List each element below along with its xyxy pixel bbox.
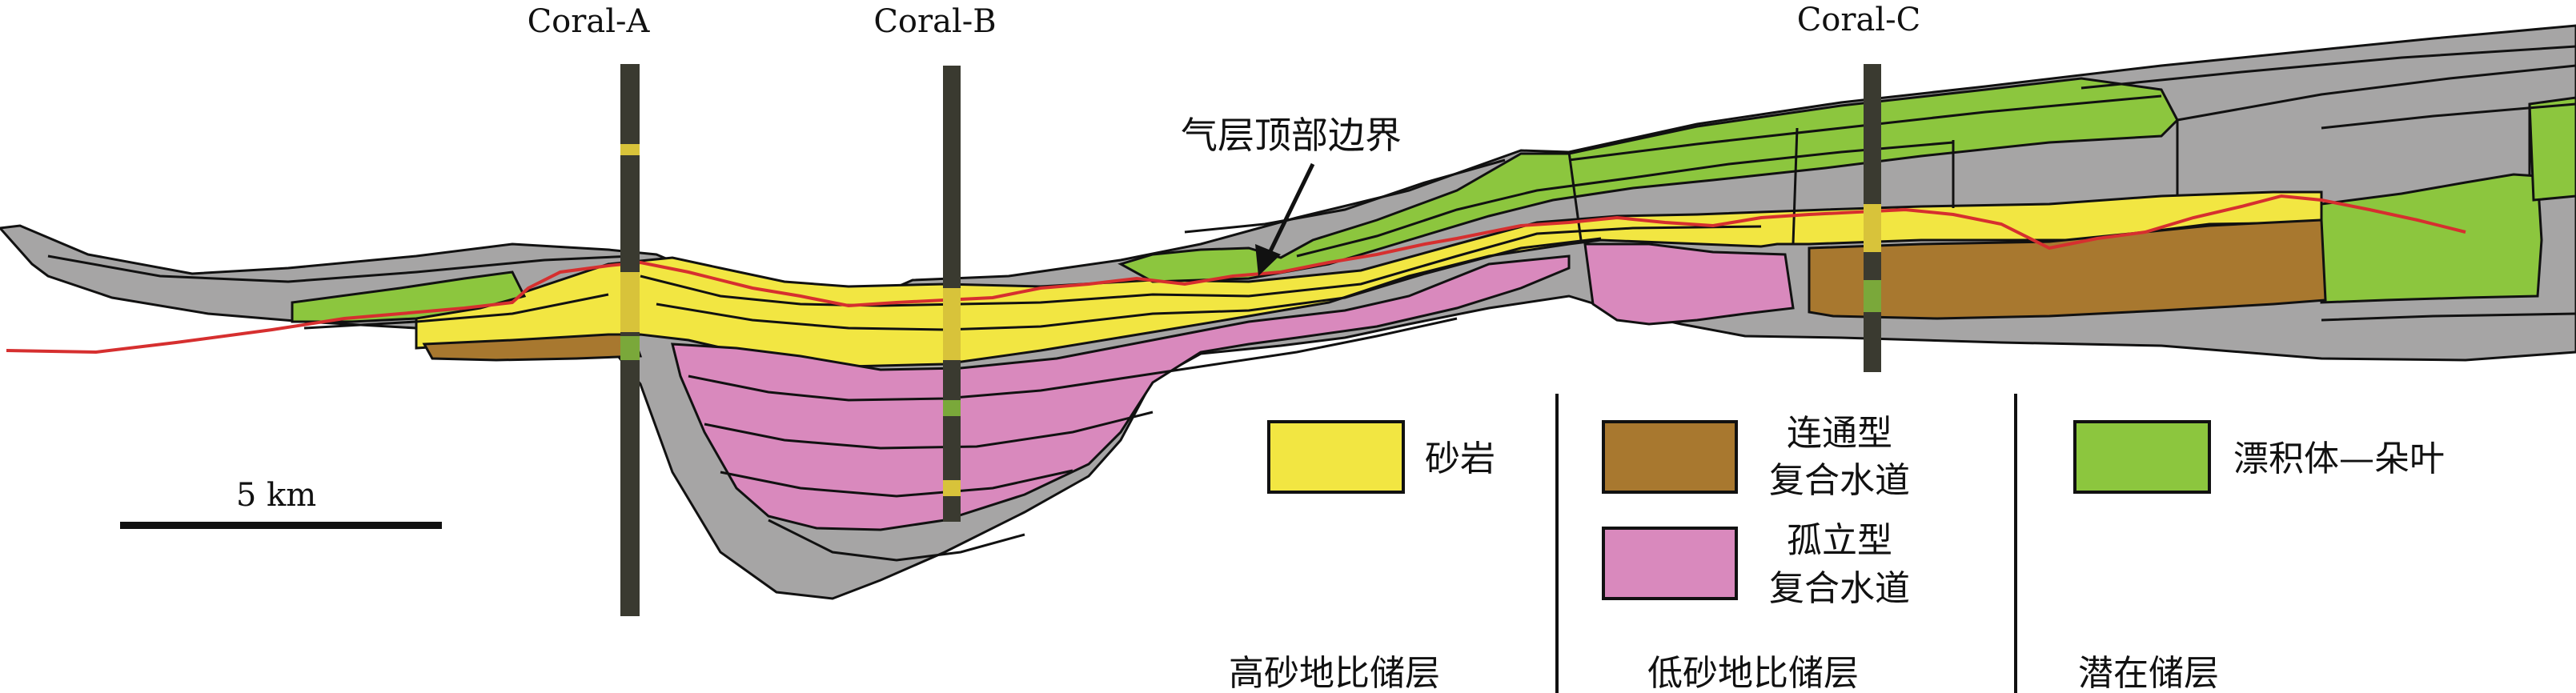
scale-bar: 5 km	[120, 477, 442, 529]
connected-channel-right	[1808, 218, 2327, 320]
well-label: Coral-C	[1797, 2, 1921, 38]
legend-item-sandstone: 砂岩	[1267, 420, 1495, 494]
well-label: Coral-B	[873, 3, 996, 40]
drift-lobe-right-top	[2528, 96, 2576, 202]
geologic-section	[0, 24, 2576, 600]
well-coral-c: Coral-C	[1797, 2, 1921, 372]
scale-bar-label: 5 km	[236, 477, 316, 514]
legend-swatch	[1602, 420, 1738, 494]
well-log-sand-marker	[620, 272, 640, 332]
legend-swatch	[1602, 527, 1738, 600]
legend-label: 砂岩	[1425, 439, 1495, 479]
legend-label-line1: 孤立型	[1787, 520, 1892, 561]
gas-top-annotation: 气层顶部边界	[1181, 114, 1402, 276]
annotation-label: 气层顶部边界	[1181, 114, 1402, 157]
well-coral-a: Coral-A	[528, 3, 651, 616]
legend: 砂岩 连通型 复合水道 孤立型 复合水道 漂积体—朵叶 高砂地比储层 低砂地比储…	[1229, 394, 2445, 693]
wells: Coral-A Coral-B Coral-C	[528, 2, 1921, 616]
drift-lobe-right	[2320, 173, 2543, 304]
annotation-arrow-shaft	[1266, 162, 1315, 256]
well-label: Coral-A	[528, 3, 651, 40]
well-coral-b: Coral-B	[873, 3, 997, 522]
well-log-sand-marker	[1864, 280, 1881, 312]
legend-swatch	[1267, 420, 1405, 494]
well-log-sand-marker	[943, 288, 961, 360]
well-log-sand-marker	[620, 144, 640, 155]
legend-item-connected-channel: 连通型 复合水道	[1602, 413, 1910, 501]
stratal-lines	[47, 45, 2576, 562]
well-log-sand-marker	[1864, 204, 1881, 252]
legend-item-isolated-channel: 孤立型 复合水道	[1602, 520, 1910, 609]
gas-top-boundary-line	[6, 194, 2466, 355]
well-log-sand-marker	[943, 400, 961, 416]
connected-channel-left	[422, 333, 643, 362]
legend-label: 漂积体—朵叶	[2233, 439, 2445, 479]
isolated-channel-right	[1583, 242, 1795, 326]
drift-lobe-cover	[1117, 77, 2179, 283]
scale-bar-line	[120, 522, 442, 529]
annotation-arrow-head	[1255, 244, 1281, 276]
well-log-sand-marker	[620, 336, 640, 360]
legend-label-line2: 复合水道	[1769, 460, 1910, 501]
category-label-high-ntg: 高砂地比储层	[1229, 653, 1440, 693]
legend-swatch	[2073, 420, 2211, 494]
legend-label-line1: 连通型	[1787, 413, 1892, 454]
legend-label-line2: 复合水道	[1769, 568, 1910, 609]
isolated-channel-main	[671, 254, 1571, 531]
legend-item-drift-lobe: 漂积体—朵叶	[2073, 420, 2445, 494]
category-label-low-ntg: 低砂地比储层	[1647, 653, 1859, 693]
well-log-sand-marker	[943, 480, 961, 496]
category-label-potential: 潜在储层	[2078, 653, 2219, 693]
